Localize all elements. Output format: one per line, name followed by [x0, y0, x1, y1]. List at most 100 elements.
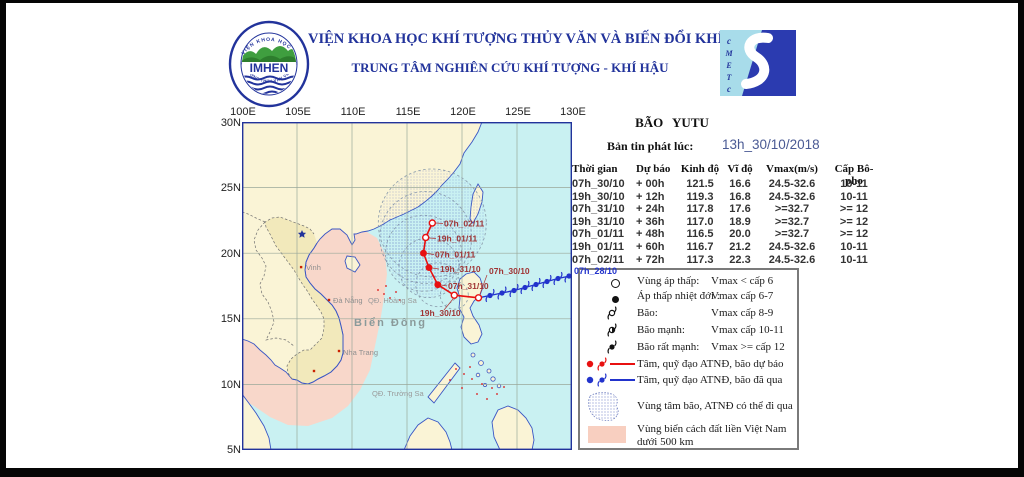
- legend-row: Bão rất mạnh: Vmax >= cấp 12: [580, 338, 797, 355]
- table-cell: 116.7: [686, 240, 714, 253]
- coastal-zone-swatch: [588, 426, 626, 443]
- legend-row-coastal-zone: Vùng biển cách đất liền Việt Nam dưới 50…: [580, 423, 797, 455]
- y-tick: 25N: [220, 182, 241, 194]
- vietnam-coastline: [291, 242, 344, 385]
- col-header: Dự báo: [636, 163, 671, 175]
- imhen-logo-text: IMHEN: [250, 61, 289, 75]
- svg-text:19h_30/10: 19h_30/10: [420, 308, 461, 318]
- typhoon-track-map: 07h_30/10 19h_30/10 07h_31/10 19h_31/10 …: [242, 122, 572, 450]
- city-markers: [297, 230, 341, 373]
- svg-text:07h_30/10: 07h_30/10: [489, 266, 530, 276]
- imet-letter: c: [727, 84, 731, 94]
- svg-text:19h_31/10: 19h_31/10: [440, 264, 481, 274]
- table-cell: >=32.7: [774, 215, 810, 228]
- borneo-island: [403, 417, 453, 450]
- svg-text:19h_01/11: 19h_01/11: [437, 234, 477, 244]
- table-cell: 19h_01/11: [572, 240, 624, 253]
- table-cell: 119.3: [686, 190, 714, 203]
- table-cell: 07h_31/10: [572, 203, 625, 216]
- table-cell: + 00h: [636, 178, 665, 190]
- legend-row: Bão: Vmax cấp 8-9: [580, 304, 797, 321]
- svg-text:07h_01/11: 07h_01/11: [435, 250, 475, 260]
- table-cell: + 36h: [636, 215, 665, 228]
- svg-text:Đà Nẵng: Đà Nẵng: [333, 296, 363, 305]
- table-cell: 16.8: [729, 190, 751, 203]
- table-cell: 19h_30/10: [572, 190, 625, 203]
- x-tick: 130E: [560, 106, 586, 118]
- table-cell: >= 12: [839, 228, 869, 241]
- issued-datetime: 13h_30/10/2018: [722, 137, 820, 152]
- x-tick: 120E: [450, 106, 476, 118]
- hainan-island: [344, 255, 361, 273]
- table-cell: 10-11: [840, 190, 868, 203]
- very-strong-storm-icon: [607, 340, 617, 354]
- hanoi-star: [297, 230, 307, 238]
- svg-text:QĐ. Hoàng Sa: QĐ. Hoàng Sa: [368, 296, 418, 305]
- col-header: Cấp Bô-pho: [834, 163, 874, 187]
- past-track-legend-icon: [586, 373, 635, 387]
- table-cell: >=32.7: [774, 228, 810, 241]
- y-tick: 5N: [226, 444, 241, 456]
- table-cell: 24.5-32.6: [768, 253, 816, 266]
- table-cell: >=32.7: [774, 203, 810, 216]
- legend-row-forecast-track: Tâm, quỹ đạo ATNĐ, bão dự báo: [580, 356, 797, 372]
- col-header: Thời gian: [572, 163, 618, 175]
- table-cell: 22.3: [729, 253, 751, 266]
- x-tick: 115E: [395, 106, 421, 118]
- table-cell: 18.9: [729, 215, 751, 228]
- table-cell: >= 12: [839, 215, 869, 228]
- svg-text:Nha Trang: Nha Trang: [343, 348, 378, 357]
- table-cell: 10-11: [840, 240, 868, 253]
- table-cell: + 72h: [636, 253, 665, 266]
- table-cell: 17.6: [729, 203, 751, 216]
- imet-letter: E: [725, 61, 731, 70]
- imet-logo-s-shape: [741, 32, 773, 89]
- svg-text:07h_31/10: 07h_31/10: [448, 281, 489, 291]
- forecast-track-legend-icon: [586, 357, 635, 371]
- imet-letter: M: [724, 49, 733, 58]
- y-tick: 20N: [220, 248, 241, 260]
- forecast-table: Thời gian Dự báo Kinh độ Vĩ độ Vmax(m/s)…: [572, 163, 882, 266]
- cone-area-swatch: [588, 392, 619, 421]
- low-pressure-icon: [610, 279, 620, 288]
- legend-row: Vùng áp thấp: Vmax < cấp 6: [580, 275, 797, 290]
- track-time-labels: 07h_30/10 19h_30/10 07h_31/10 19h_31/10 …: [420, 219, 530, 319]
- legend-row-past-track: Tâm, quỹ đạo ATNĐ, bão đã qua: [580, 372, 797, 388]
- table-cell: >= 12: [839, 203, 869, 216]
- x-tick: 125E: [505, 106, 531, 118]
- track-label-leaders: [426, 222, 488, 311]
- storm-title: BÃO YUTU: [635, 115, 709, 130]
- imet-logo: c M E T c: [720, 30, 796, 96]
- table-cell: 20.0: [729, 228, 751, 241]
- legend-box: Vùng áp thấp: Vmax < cấp 6 Áp thấp nhiệt …: [578, 268, 799, 450]
- col-header: Vĩ độ: [727, 163, 753, 175]
- table-cell: 116.5: [686, 228, 714, 241]
- table-cell: + 60h: [636, 240, 665, 253]
- svg-text:Vinh: Vinh: [306, 263, 321, 272]
- y-tick: 30N: [220, 117, 241, 129]
- strong-storm-icon: [607, 323, 617, 337]
- map-border: [242, 122, 572, 450]
- palawan-island: [427, 362, 461, 404]
- imet-letter: c: [727, 36, 731, 46]
- forecast-track-symbols: [420, 219, 483, 302]
- luzon-island: [456, 271, 484, 345]
- malay-peninsula: [242, 393, 272, 450]
- table-cell: 24.5-32.6: [768, 240, 816, 253]
- table-cell: + 24h: [636, 203, 665, 216]
- table-cell: 07h_01/11: [572, 228, 624, 241]
- vietnam: [265, 217, 343, 384]
- hoangsa-islets: [377, 285, 401, 301]
- imet-letter: T: [727, 73, 733, 82]
- table-cell: 07h_30/10: [572, 178, 625, 190]
- table-cell: 24.5-32.6: [768, 190, 816, 203]
- sea-name-label: Biển Đông: [354, 317, 427, 329]
- x-tick: 100E: [230, 106, 256, 118]
- svg-text:07h_02/11: 07h_02/11: [444, 219, 484, 229]
- y-tick: 10N: [220, 379, 241, 391]
- issued-label: Bản tin phát lúc:: [607, 139, 694, 153]
- country-borders: [253, 221, 295, 347]
- y-tick: 15N: [220, 313, 241, 325]
- table-cell: 07h_02/11: [572, 253, 624, 266]
